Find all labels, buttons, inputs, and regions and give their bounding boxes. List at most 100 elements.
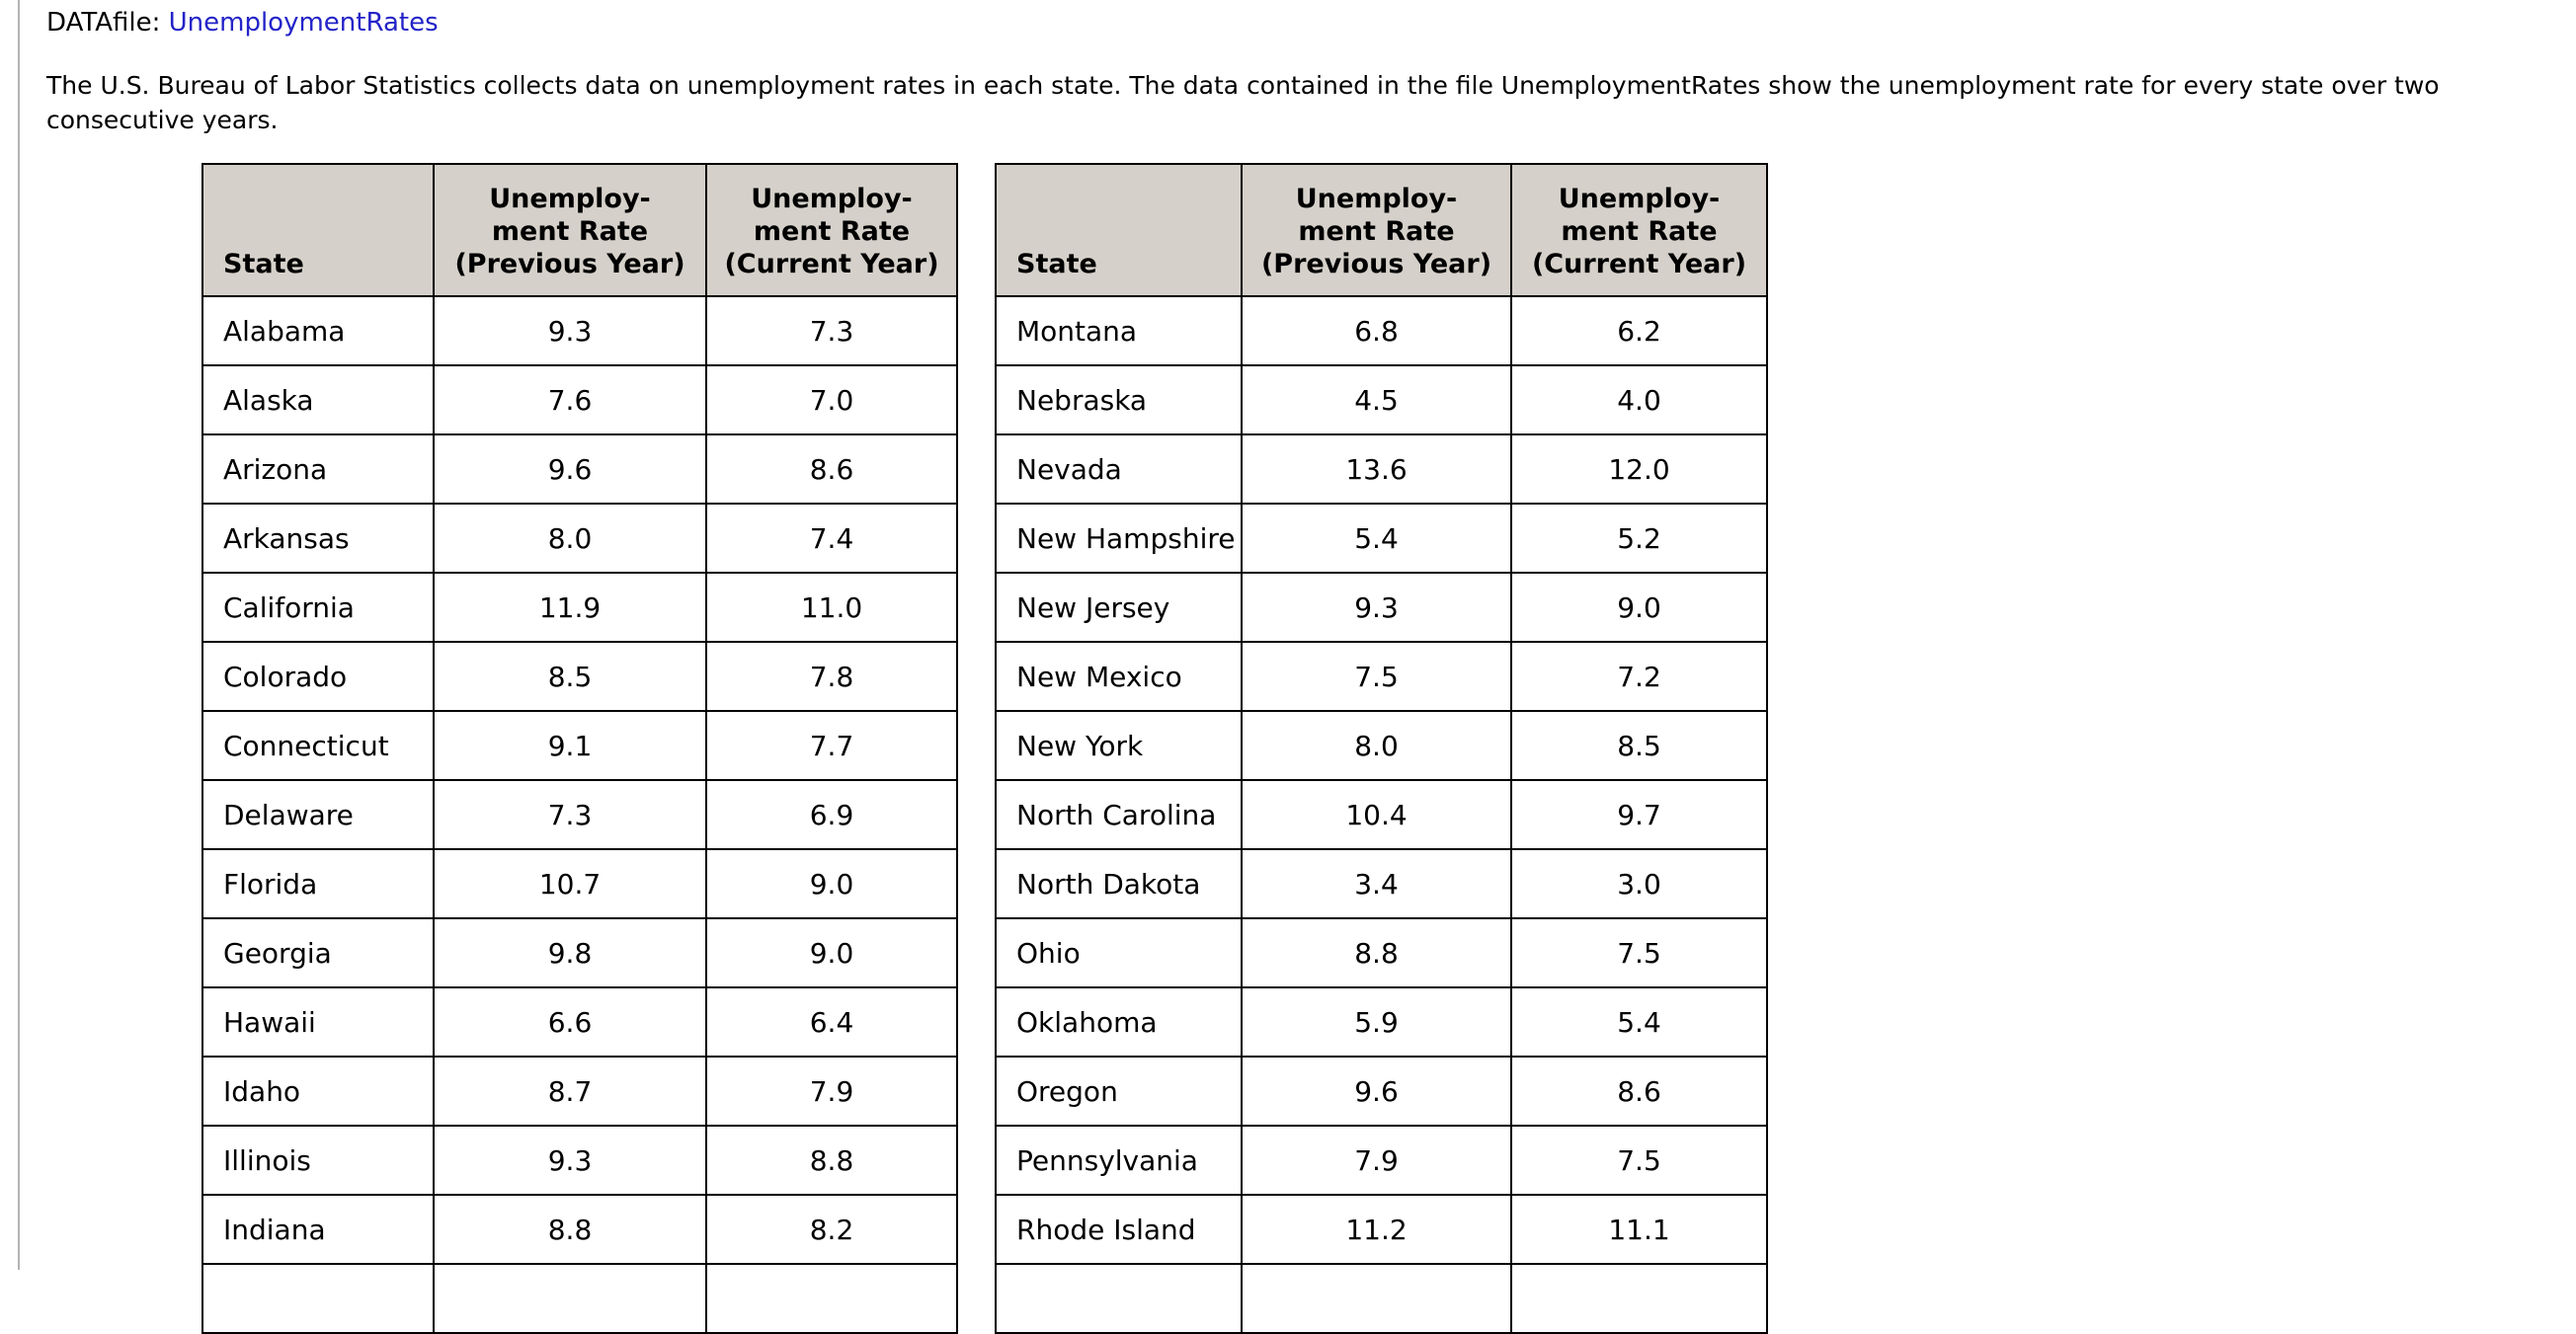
rate-cell: 9.0 — [705, 848, 958, 919]
table-header: State Unemploy- ment Rate (Previous Year… — [201, 163, 958, 297]
table-row: Nevada 13.6 12.0 — [995, 433, 1768, 505]
rate-cell: 9.1 — [433, 710, 707, 781]
table-row: Idaho 8.7 7.9 — [201, 1056, 958, 1127]
rate-cell: 9.6 — [433, 433, 707, 505]
empty-cell — [705, 1263, 958, 1334]
table-row: Oregon 9.6 8.6 — [995, 1056, 1768, 1127]
header-row: State Unemploy- ment Rate (Previous Year… — [995, 163, 1768, 297]
header-row: State Unemploy- ment Rate (Previous Year… — [201, 163, 958, 297]
state-cell: Delaware — [201, 779, 435, 850]
state-cell: Connecticut — [201, 710, 435, 781]
state-cell: New Hampshire — [995, 503, 1243, 574]
rate-cell: 11.2 — [1241, 1194, 1512, 1265]
rate-cell: 3.4 — [1241, 848, 1512, 919]
rate-cell: 6.2 — [1510, 295, 1768, 366]
table-row: Colorado 8.5 7.8 — [201, 641, 958, 712]
state-cell: Montana — [995, 295, 1243, 366]
table-row: Rhode Island 11.2 11.1 — [995, 1194, 1768, 1265]
state-cell: Oklahoma — [995, 986, 1243, 1058]
rate-cell: 7.9 — [1241, 1125, 1512, 1196]
col-header-state: State — [995, 163, 1243, 297]
table-row: Delaware 7.3 6.9 — [201, 779, 958, 850]
table-row: New York 8.0 8.5 — [995, 710, 1768, 781]
state-cell: Nevada — [995, 433, 1243, 505]
state-cell: North Carolina — [995, 779, 1243, 850]
rate-cell: 7.0 — [705, 364, 958, 435]
rate-cell: 8.6 — [1510, 1056, 1768, 1127]
rate-cell: 3.0 — [1510, 848, 1768, 919]
state-cell: Illinois — [201, 1125, 435, 1196]
rate-cell: 7.5 — [1510, 1125, 1768, 1196]
datafile-line: DATAfile: UnemploymentRates — [46, 7, 439, 39]
rate-cell: 9.7 — [1510, 779, 1768, 850]
state-cell: Ohio — [995, 917, 1243, 988]
table-row: Ohio 8.8 7.5 — [995, 917, 1768, 988]
state-cell: North Dakota — [995, 848, 1243, 919]
rate-cell: 8.0 — [1241, 710, 1512, 781]
col-header-current-year: Unemploy- ment Rate (Current Year) — [1510, 163, 1768, 297]
rate-cell: 8.6 — [705, 433, 958, 505]
table-row: Montana 6.8 6.2 — [995, 295, 1768, 366]
rate-cell: 7.5 — [1510, 917, 1768, 988]
table-body: Montana 6.8 6.2 Nebraska 4.5 4.0 Nevada 13.6 12.… — [995, 295, 1768, 1334]
table-row: North Carolina 10.4 9.7 — [995, 779, 1768, 850]
state-cell: Pennsylvania — [995, 1125, 1243, 1196]
table-row: Illinois 9.3 8.8 — [201, 1125, 958, 1196]
rate-cell: 7.2 — [1510, 641, 1768, 712]
empty-cell — [201, 1263, 435, 1334]
rate-cell: 11.9 — [433, 572, 707, 643]
table-row-clipped — [201, 1263, 958, 1334]
rate-cell: 11.0 — [705, 572, 958, 643]
state-cell: Nebraska — [995, 364, 1243, 435]
state-cell: Georgia — [201, 917, 435, 988]
datafile-label: DATAfile: — [46, 8, 161, 38]
rate-cell: 7.9 — [705, 1056, 958, 1127]
rate-cell: 12.0 — [1510, 433, 1768, 505]
table-row: Connecticut 9.1 7.7 — [201, 710, 958, 781]
table-row: California 11.9 11.0 — [201, 572, 958, 643]
state-cell: Arizona — [201, 433, 435, 505]
state-cell: Colorado — [201, 641, 435, 712]
rate-cell: 7.3 — [433, 779, 707, 850]
state-cell: Alabama — [201, 295, 435, 366]
description-text: The U.S. Bureau of Labor Statistics coll… — [46, 71, 2440, 134]
empty-cell — [1241, 1263, 1512, 1334]
rate-cell: 8.0 — [433, 503, 707, 574]
page-left-rule — [18, 0, 20, 1270]
empty-cell — [995, 1263, 1243, 1334]
table-row: Nebraska 4.5 4.0 — [995, 364, 1768, 435]
rate-cell: 5.9 — [1241, 986, 1512, 1058]
table-row: Alabama 9.3 7.3 — [201, 295, 958, 366]
state-cell: California — [201, 572, 435, 643]
rate-cell: 11.1 — [1510, 1194, 1768, 1265]
state-cell: Indiana — [201, 1194, 435, 1265]
table-row: New Jersey 9.3 9.0 — [995, 572, 1768, 643]
rate-cell: 8.8 — [433, 1194, 707, 1265]
rate-cell: 9.3 — [1241, 572, 1512, 643]
table-row: Hawaii 6.6 6.4 — [201, 986, 958, 1058]
state-cell: Florida — [201, 848, 435, 919]
rate-cell: 9.6 — [1241, 1056, 1512, 1127]
rate-cell: 8.5 — [433, 641, 707, 712]
empty-cell — [433, 1263, 707, 1334]
table-row: Oklahoma 5.9 5.4 — [995, 986, 1768, 1058]
rate-cell: 6.4 — [705, 986, 958, 1058]
rate-cell: 8.2 — [705, 1194, 958, 1265]
unemployment-table-left: State Unemploy- ment Rate (Previous Year… — [201, 163, 958, 1334]
table-row: Pennsylvania 7.9 7.5 — [995, 1125, 1768, 1196]
rate-cell: 6.6 — [433, 986, 707, 1058]
rate-cell: 8.8 — [705, 1125, 958, 1196]
unemploymentrates-link[interactable]: UnemploymentRates — [168, 8, 439, 38]
rate-cell: 13.6 — [1241, 433, 1512, 505]
rate-cell: 6.8 — [1241, 295, 1512, 366]
state-cell: New Jersey — [995, 572, 1243, 643]
rate-cell: 9.0 — [1510, 572, 1768, 643]
state-cell: Rhode Island — [995, 1194, 1243, 1265]
rate-cell: 9.3 — [433, 295, 707, 366]
rate-cell: 7.5 — [1241, 641, 1512, 712]
table-row: New Hampshire 5.4 5.2 — [995, 503, 1768, 574]
rate-cell: 4.0 — [1510, 364, 1768, 435]
rate-cell: 4.5 — [1241, 364, 1512, 435]
rate-cell: 5.4 — [1510, 986, 1768, 1058]
table-row-clipped — [995, 1263, 1768, 1334]
